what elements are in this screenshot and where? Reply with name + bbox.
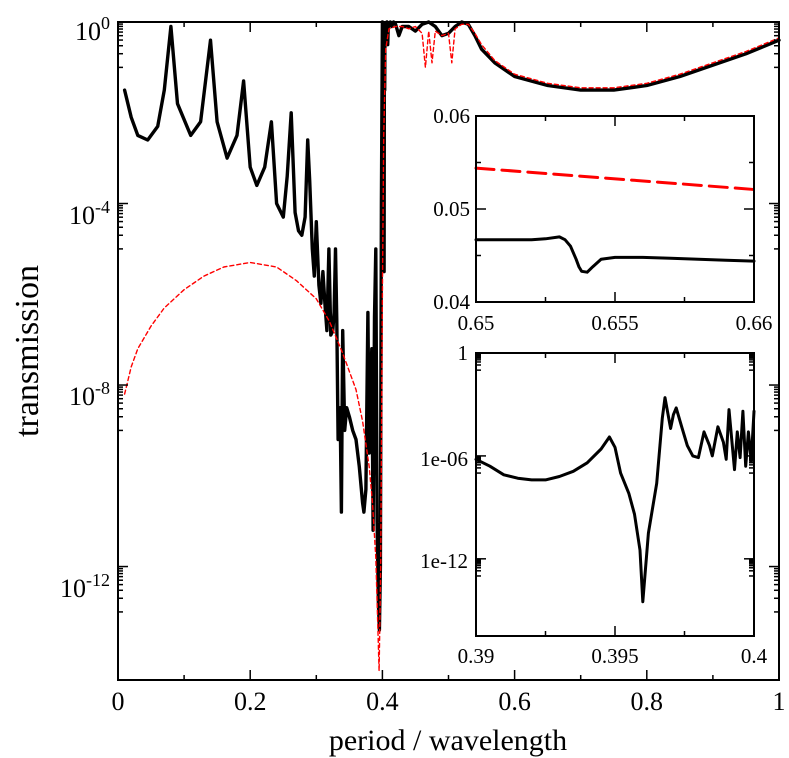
main-x-axis-label: period / wavelength xyxy=(329,724,567,757)
main-x-tick-label: 0.8 xyxy=(631,687,664,716)
inset-bottom-x-tick-label: 0.4 xyxy=(741,644,768,668)
inset-bottom-plot: 0.39 0.395 0.4 1 1e-06 1e-12 xyxy=(420,341,767,668)
inset-bottom-series-layer xyxy=(474,396,756,604)
main-y-tick-base: 10 xyxy=(69,382,95,411)
main-y-tick-exponent: -4 xyxy=(95,197,110,217)
inset-top-plot-area xyxy=(476,116,754,302)
inset-top-x-tick-label: 0.65 xyxy=(458,311,495,335)
inset-bottom-ticks xyxy=(475,352,755,636)
main-y-tick-label: 10-8 xyxy=(69,378,110,411)
main-x-tick-label: 0.2 xyxy=(234,687,267,716)
main-series-dashed xyxy=(123,23,780,672)
inset-bottom-y-tick-label: 1 xyxy=(458,341,469,365)
main-y-tick-label: 10-12 xyxy=(60,570,110,603)
inset-bottom-y-tick-label: 1e-12 xyxy=(420,549,468,573)
main-y-tick-exponent: -12 xyxy=(86,570,110,590)
main-x-tick-label: 0.4 xyxy=(366,687,399,716)
inset-bottom-x-tick-label: 0.395 xyxy=(591,644,638,668)
inset-top-y-tick-label: 0.05 xyxy=(433,197,470,221)
inset-top-ticks xyxy=(475,115,755,303)
inset-bottom-x-tick-label: 0.39 xyxy=(458,644,495,668)
main-ticks xyxy=(117,21,780,680)
main-x-tick-label: 0 xyxy=(112,687,125,716)
inset_top-series-dashed xyxy=(474,166,756,191)
inset-bottom-y-tick-label: 1e-06 xyxy=(420,447,468,471)
inset-top-x-tick-label: 0.66 xyxy=(736,311,773,335)
main-y-axis-label: transmission xyxy=(9,265,46,437)
inset-bottom-plot-area xyxy=(476,353,754,636)
main-x-tick-label: 1 xyxy=(773,687,786,716)
inset-top-x-tick-label: 0.655 xyxy=(591,311,638,335)
inset_bottom-series-solid xyxy=(474,396,756,604)
main-y-tick-base: 10 xyxy=(75,17,101,46)
main-x-tick-label: 0.6 xyxy=(498,687,531,716)
inset-top-plot: 0.65 0.655 0.66 0.04 0.05 0.06 xyxy=(433,104,772,335)
inset-top-y-tick-label: 0.06 xyxy=(433,104,470,128)
main-y-tick-exponent: -8 xyxy=(95,378,110,398)
main-y-tick-label: 100 xyxy=(75,13,110,46)
inset-top-y-tick-label: 0.04 xyxy=(433,290,470,314)
inset-top-series-layer xyxy=(474,166,756,274)
main-y-tick-label: 10-4 xyxy=(69,197,110,230)
main-y-tick-base: 10 xyxy=(60,574,86,603)
main-y-tick-exponent: 0 xyxy=(101,13,110,33)
main-y-tick-base: 10 xyxy=(69,201,95,230)
inset_top-series-solid xyxy=(474,235,756,274)
